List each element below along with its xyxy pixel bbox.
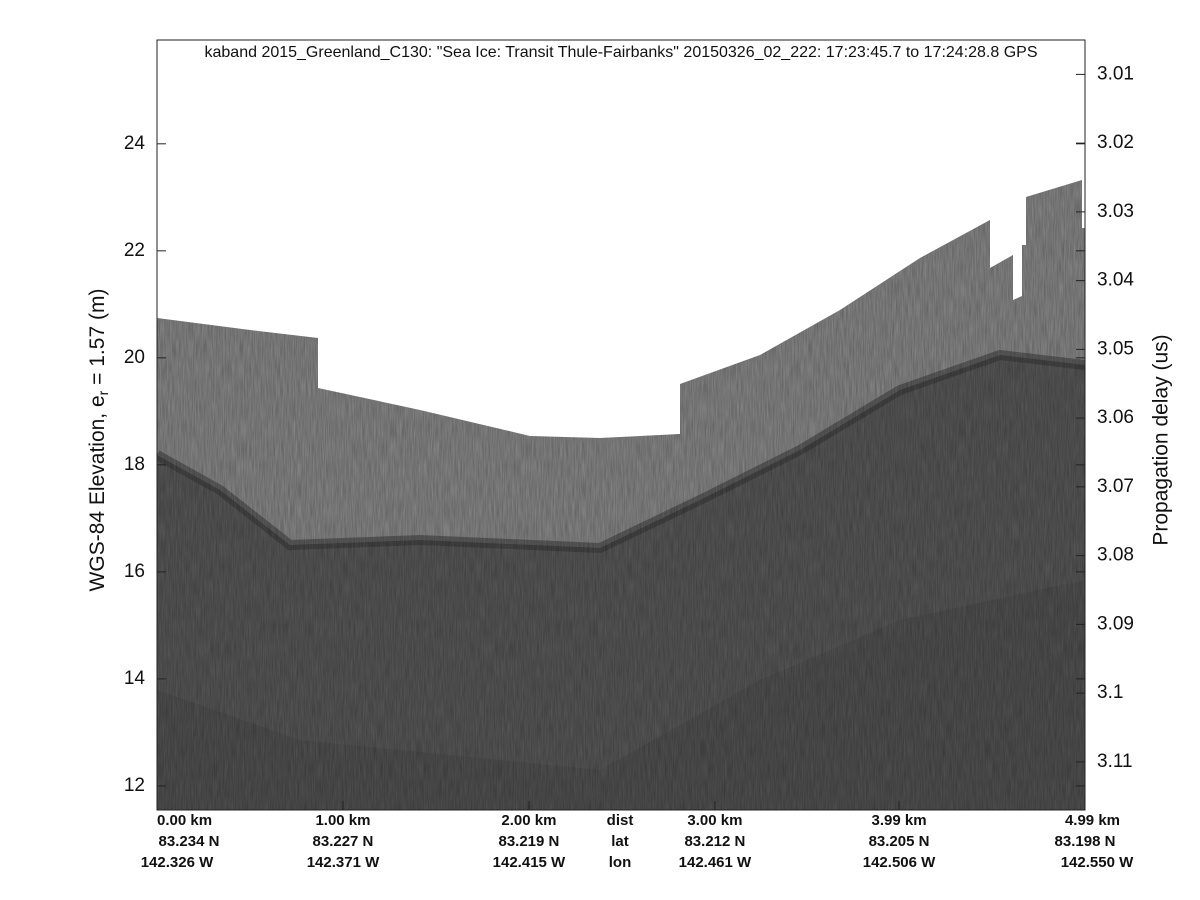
y2-tick-label: 3.02 <box>1097 132 1134 153</box>
y-axis-label-main: WGS-84 Elevation, e <box>86 395 109 591</box>
plot-frame <box>156 39 1086 811</box>
y-tick-label: 20 <box>124 347 145 368</box>
y2-axis-label: Propagation delay (us) <box>1150 334 1173 545</box>
y-tick-label: 16 <box>124 561 145 582</box>
lon-label: 142.461 W <box>679 854 752 871</box>
lat-label: 83.205 N <box>869 833 930 850</box>
lon-label: 142.550 W <box>1061 854 1134 871</box>
y2-tick-label: 3.1 <box>1097 682 1123 703</box>
lon-label: 142.506 W <box>863 854 936 871</box>
y2-tick-label: 3.05 <box>1097 338 1134 359</box>
lat-label: 83.198 N <box>1055 833 1116 850</box>
row-label: dist <box>607 812 634 829</box>
row-label: lat <box>611 833 629 850</box>
y2-tick-label: 3.11 <box>1097 751 1133 772</box>
y-tick-label: 18 <box>124 454 145 475</box>
y2-tick-label: 3.07 <box>1097 476 1134 497</box>
echogram <box>157 180 1085 810</box>
y-tick-label: 12 <box>124 775 145 796</box>
x-tick-label: 0.00 km <box>157 812 212 829</box>
y2-tick-label: 3.04 <box>1097 270 1134 291</box>
x-tick-label: 4.99 km <box>1065 812 1120 829</box>
lat-label: 83.234 N <box>159 833 220 850</box>
y2-tick-label: 3.08 <box>1097 545 1134 566</box>
lat-label: 83.212 N <box>684 833 745 850</box>
lat-label: 83.219 N <box>498 833 559 850</box>
y-axis-label-tail: = 1.57 (m) <box>86 289 109 391</box>
lat-label: 83.227 N <box>313 833 374 850</box>
lon-label: 142.371 W <box>307 854 380 871</box>
x-tick-label: 1.00 km <box>315 812 370 829</box>
x-tick-label: 2.00 km <box>501 812 556 829</box>
y-axis-label: WGS-84 Elevation, er = 1.57 (m) <box>86 289 111 592</box>
y-tick-label: 14 <box>124 668 146 689</box>
y2-tick-label: 3.03 <box>1097 201 1134 222</box>
y2-tick-label: 3.01 <box>1097 63 1134 84</box>
chart-title: kaband 2015_Greenland_C130: "Sea Ice: Tr… <box>205 44 1038 61</box>
lon-label: 142.415 W <box>493 854 566 871</box>
y-tick-label: 22 <box>124 240 145 261</box>
y2-tick-label: 3.09 <box>1097 613 1134 634</box>
lon-label: 142.326 W <box>141 854 214 871</box>
y2-tick-label: 3.06 <box>1097 407 1134 428</box>
y-tick-label: 24 <box>124 133 146 154</box>
row-label: lon <box>609 854 632 871</box>
x-tick-label: 3.00 km <box>687 812 742 829</box>
y-axis-label-sub: r <box>95 390 111 395</box>
x-tick-label: 3.99 km <box>872 812 927 829</box>
